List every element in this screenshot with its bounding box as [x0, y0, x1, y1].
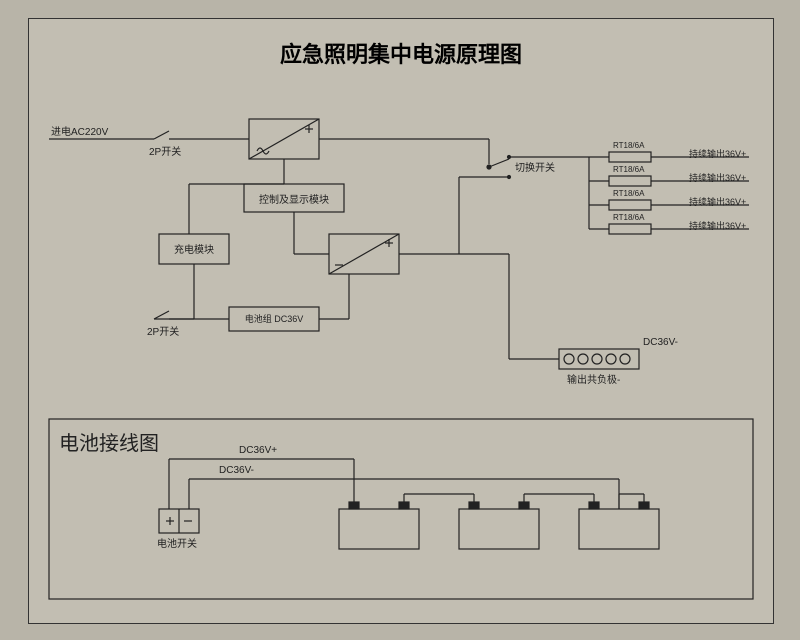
diagram-svg: [29, 19, 773, 623]
section2-title: 电池接线图: [59, 427, 159, 456]
label-fuse-3: RT18/6A: [613, 189, 644, 198]
label-dc36v-neg2: DC36V-: [219, 465, 254, 476]
label-fuse-2: RT18/6A: [613, 165, 644, 174]
diagram-frame: 应急照明集中电源原理图: [28, 18, 774, 624]
label-output-1: 持续输出36V+: [689, 147, 746, 160]
label-output-3: 持续输出36V+: [689, 195, 746, 208]
label-dc36v-neg: DC36V-: [643, 337, 678, 348]
label-transfer-switch: 切换开关: [515, 159, 555, 174]
label-fuse-4: RT18/6A: [613, 213, 644, 222]
label-output-common-neg: 输出共负极-: [567, 371, 620, 386]
label-input-ac: 进电AC220V: [51, 123, 108, 138]
label-output-4: 持续输出36V+: [689, 219, 746, 232]
label-fuse-1: RT18/6A: [613, 141, 644, 150]
label-battery-switch: 电池开关: [157, 535, 197, 550]
label-control-module: 控制及显示模块: [247, 191, 341, 206]
label-battery-pack: 电池组 DC36V: [231, 312, 317, 325]
label-dc36v-pos: DC36V+: [239, 445, 277, 456]
label-2p-switch-bottom: 2P开关: [147, 323, 179, 338]
label-output-2: 持续输出36V+: [689, 171, 746, 184]
label-2p-switch-top: 2P开关: [149, 143, 181, 158]
label-charge-module: 充电模块: [161, 241, 227, 256]
